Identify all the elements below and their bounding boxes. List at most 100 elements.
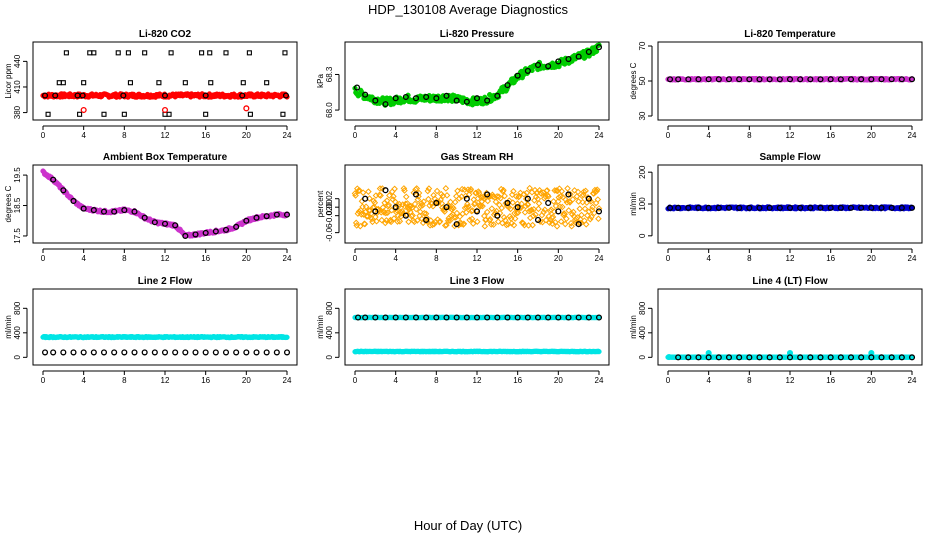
data-point [443,314,450,321]
data-point [161,220,169,227]
data-point [401,187,408,194]
data-point [564,185,571,192]
series-1 [362,187,603,228]
x-tick-label: 16 [826,376,835,385]
data-point [725,76,733,83]
data-point [408,204,416,211]
x-tick-label: 0 [666,254,671,263]
data-point [575,221,582,228]
series-2 [675,354,916,361]
x-tick-label: 24 [595,131,604,140]
data-point [524,67,531,74]
data-point [507,205,514,213]
data-point [141,349,148,356]
data-point [705,354,712,361]
data-point [283,211,291,218]
data-point [223,50,229,56]
data-point [411,200,419,208]
plot-frame [344,41,610,121]
data-point [555,58,562,65]
data-point [454,187,461,195]
data-point [585,195,592,202]
series-4 [80,105,250,114]
data-point [500,186,507,194]
data-point [463,98,470,105]
data-point [453,192,460,200]
data-point [535,205,542,213]
data-point [280,111,286,117]
data-point [273,349,280,356]
series-0 [351,184,603,230]
data-point [565,314,572,321]
data-point [50,349,57,356]
data-point [528,206,535,214]
series-3 [41,92,290,99]
x-tick-label: 16 [826,131,835,140]
y-tick-label: 380 [13,105,22,119]
data-point [685,354,692,361]
data-point [705,76,712,83]
y-axis-label: kPa [316,74,325,88]
data-point [695,76,702,83]
data-point [475,188,482,195]
data-point [77,111,83,117]
data-point [473,95,481,102]
y-tick-label: 0.02 [325,190,334,206]
data-point [514,209,522,216]
data-point [479,202,486,210]
x-tick-label: 12 [473,254,482,263]
data-point [510,187,517,195]
plot-frame [344,164,610,244]
y-tick-label: 400 [13,326,22,340]
x-tick-label: 12 [786,254,795,263]
plot-frame [344,288,610,366]
data-point [868,76,875,83]
data-point [412,314,420,321]
y-tick-label: 200 [638,165,647,179]
data-point [353,84,361,91]
data-point [562,196,570,204]
data-point [386,192,393,199]
data-point [387,218,395,226]
data-point [246,50,252,56]
data-point [725,204,733,211]
data-point [352,219,360,227]
x-tick-label: 16 [201,376,210,385]
y-tick-label: 17.5 [13,228,22,244]
data-point [532,211,539,218]
data-point [402,193,410,201]
x-tick-label: 12 [161,131,170,140]
data-point [541,206,549,214]
data-point [142,50,148,56]
data-point [263,349,270,356]
data-point [382,314,389,321]
x-tick-label: 12 [786,376,795,385]
data-point [582,221,590,228]
x-tick-label: 24 [908,131,917,140]
series-0 [40,168,290,239]
x-tick-label: 8 [122,131,127,140]
x-tick-label: 24 [283,254,292,263]
data-point [115,50,121,56]
data-point [111,208,118,215]
data-point [522,195,530,203]
x-tick-label: 20 [867,376,876,385]
y-tick-label: 50 [638,76,647,85]
data-point [447,198,454,206]
data-point [526,184,534,192]
data-point [565,207,573,214]
data-point [545,63,552,70]
data-point [376,185,384,192]
x-tick-label: 12 [161,254,170,263]
data-point [441,208,448,215]
panel-0: Li-820 CO2 Licor ppm 0 4 8 12 16 20 24 380 410 440 [4,29,298,140]
data-point [400,185,408,192]
data-point [56,80,62,86]
data-point [510,221,518,229]
plot-frame [32,41,298,121]
data-point [736,354,743,361]
data-point [361,220,369,228]
data-point [908,76,916,83]
data-point [156,80,162,86]
x-tick-label: 0 [353,131,358,140]
